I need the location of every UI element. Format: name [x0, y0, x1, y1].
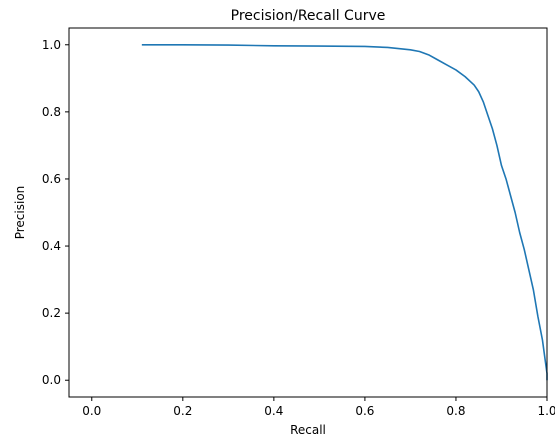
chart-title: Precision/Recall Curve [231, 8, 386, 24]
precision-recall-line [141, 43, 548, 381]
x-tick-label: 0.0 [82, 404, 101, 418]
y-tick-label: 1.0 [42, 38, 61, 52]
series-layer [141, 43, 548, 381]
y-tick-label: 0.2 [42, 306, 61, 320]
y-tick-label: 0.8 [42, 105, 61, 119]
y-tick-label: 0.4 [42, 239, 61, 253]
plot-frame [68, 27, 548, 398]
x-tick-label: 0.8 [446, 404, 465, 418]
y-axis-label: Precision [13, 186, 27, 240]
y-axis: 0.0 0.2 0.4 0.6 0.8 1.0 [42, 38, 69, 387]
plot-area [68, 27, 548, 398]
x-tick-label: 0.4 [264, 404, 283, 418]
x-axis-label: Recall [290, 423, 326, 437]
y-tick-label: 0.0 [42, 373, 61, 387]
x-tick-label: 1.0 [537, 404, 555, 418]
x-tick-label: 0.6 [355, 404, 374, 418]
x-tick-label: 0.2 [173, 404, 192, 418]
y-tick-label: 0.6 [42, 172, 61, 186]
x-axis: 0.0 0.2 0.4 0.6 0.8 1.0 [82, 397, 555, 418]
